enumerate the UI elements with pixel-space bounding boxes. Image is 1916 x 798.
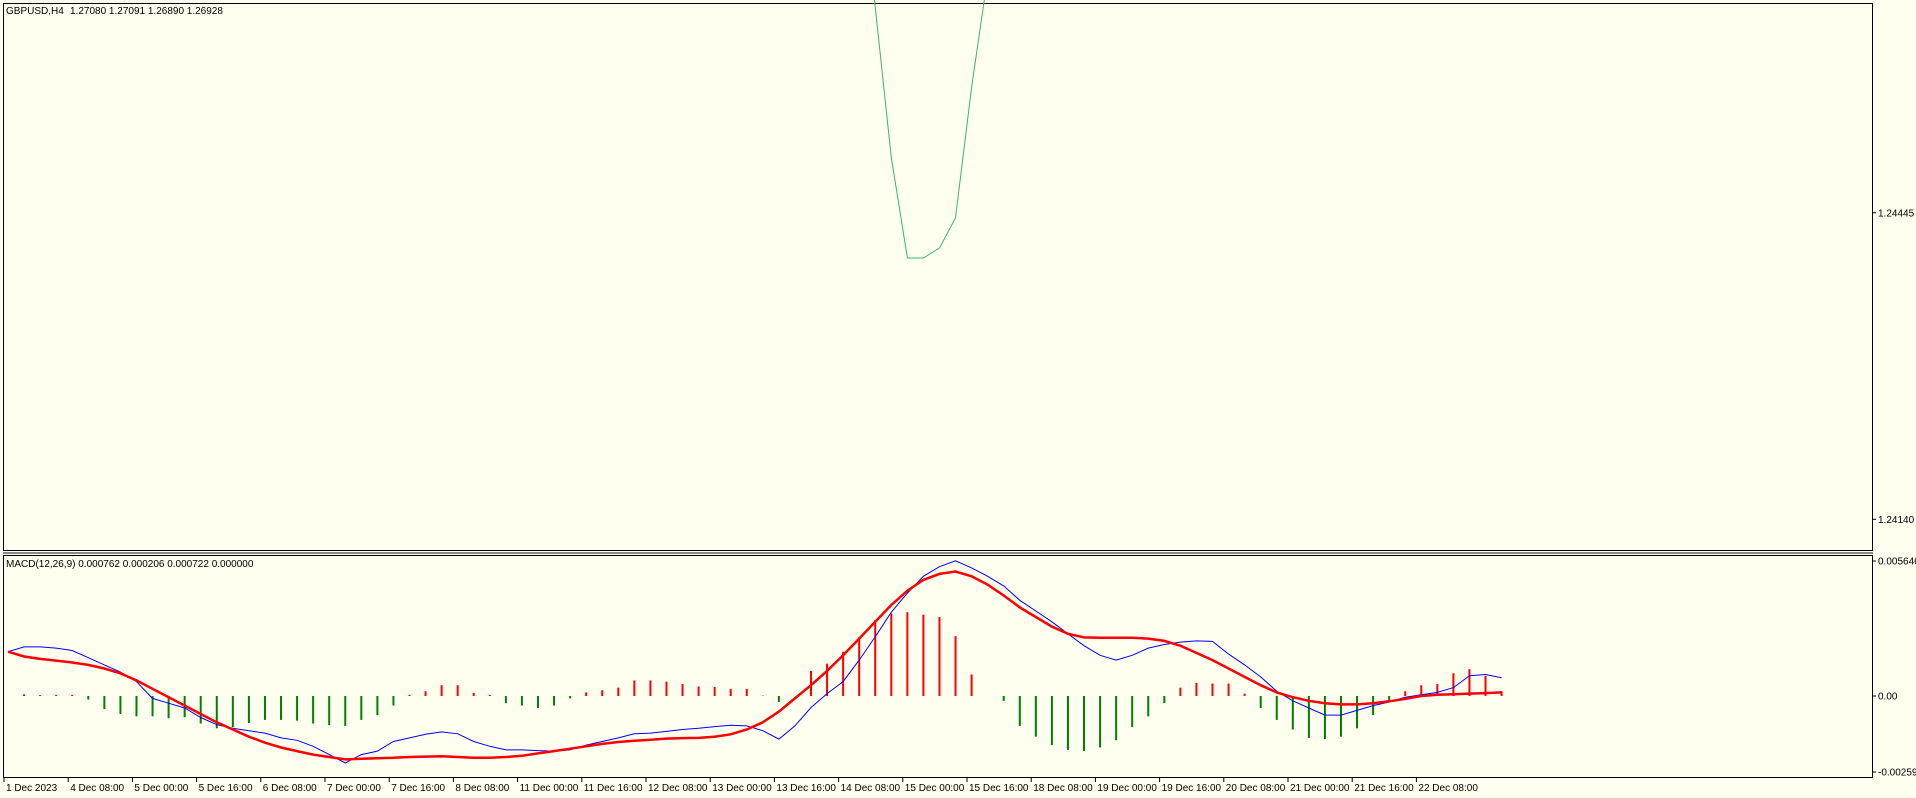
time-tick-label-6: 7 Dec 16:00	[391, 783, 445, 794]
time-tick-label-21: 21 Dec 16:00	[1354, 783, 1414, 794]
macd-tick-label-0: 0.005646	[1878, 557, 1916, 568]
macd-line	[7, 560, 1502, 764]
macd-tick-label-2: -0.00259	[1878, 768, 1916, 779]
time-tick-label-8: 11 Dec 00:00	[520, 783, 579, 794]
price-axis: 1.287151.284101.281051.278001.274951.271…	[1872, 208, 1915, 526]
time-tick-label-17: 19 Dec 00:00	[1097, 783, 1157, 794]
time-tick-label-2: 5 Dec 00:00	[134, 783, 188, 794]
signal-line	[7, 570, 1502, 761]
time-tick-label-13: 14 Dec 08:00	[841, 783, 901, 794]
time-tick-label-19: 20 Dec 08:00	[1226, 783, 1286, 794]
macd-lines	[7, 560, 1502, 764]
time-tick-label-4: 6 Dec 08:00	[263, 783, 317, 794]
time-tick-label-12: 13 Dec 16:00	[776, 783, 836, 794]
time-tick-label-15: 15 Dec 16:00	[969, 783, 1029, 794]
time-tick-label-10: 12 Dec 08:00	[648, 783, 708, 794]
price-tick-label-14: 1.24445	[1878, 208, 1915, 219]
time-tick-label-0: 1 Dec 2023	[6, 783, 58, 794]
macd-tick-label-1: 0.00	[1878, 692, 1898, 703]
time-tick-label-16: 18 Dec 08:00	[1033, 783, 1093, 794]
time-tick-label-20: 21 Dec 00:00	[1290, 783, 1350, 794]
time-tick-label-1: 4 Dec 08:00	[70, 783, 124, 794]
macd-panel-frame	[3, 555, 1873, 778]
ohlc-readout: 1.27080 1.27091 1.26890 1.26928	[70, 6, 223, 17]
time-tick-label-22: 22 Dec 08:00	[1418, 783, 1478, 794]
price-tick-label-15: 1.24140	[1878, 515, 1915, 526]
macd-axis: 0.005646 0.00 -0.00259	[1872, 557, 1916, 779]
time-tick-label-14: 15 Dec 00:00	[905, 783, 965, 794]
time-tick-label-9: 11 Dec 16:00	[584, 783, 643, 794]
price-panel-frame	[3, 3, 1873, 551]
time-tick-label-11: 13 Dec 00:00	[712, 783, 772, 794]
time-axis: 1 Dec 2023 4 Dec 08:00 5 Dec 00:00 5 Dec 16…	[3, 778, 1478, 794]
macd-readout: MACD(12,26,9) 0.000762 0.000206 0.000722…	[6, 559, 254, 570]
macd-histogram	[23, 612, 1503, 752]
time-tick-label-3: 5 Dec 16:00	[199, 783, 253, 794]
time-tick-label-5: 7 Dec 00:00	[327, 783, 381, 794]
symbol-label: GBPUSD,H4	[6, 6, 64, 17]
time-tick-label-18: 19 Dec 16:00	[1162, 783, 1222, 794]
time-tick-label-7: 8 Dec 08:00	[455, 783, 509, 794]
